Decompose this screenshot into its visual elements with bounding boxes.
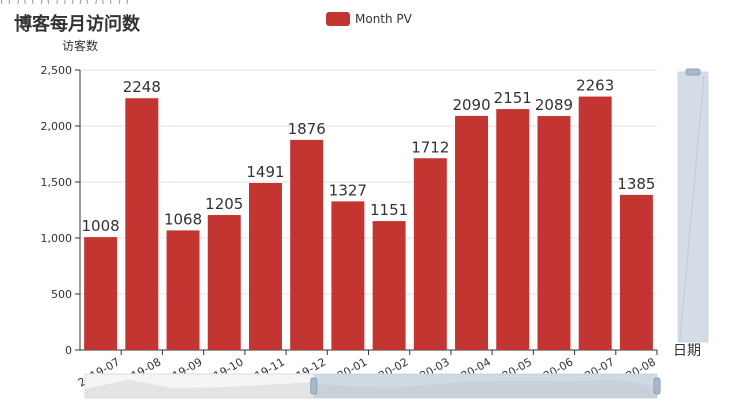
bar	[455, 115, 489, 350]
bar-value-label: 2151	[494, 89, 532, 107]
y-zoom-handle[interactable]	[685, 68, 701, 76]
bar-value-label: 2248	[123, 78, 161, 96]
legend-label: Month PV	[355, 12, 412, 26]
bar	[537, 116, 571, 350]
chart-title: 博客每月访问数	[14, 14, 140, 35]
bar-value-label: 1385	[617, 175, 655, 193]
bar-value-label: 1876	[288, 120, 326, 138]
bar	[166, 230, 200, 350]
y-zoom-preview	[679, 75, 705, 341]
bar	[290, 139, 324, 350]
y-tick-label: 1,000	[41, 232, 73, 245]
y-tick-label: 1,500	[41, 176, 73, 189]
bar	[331, 201, 365, 350]
bar	[413, 158, 447, 350]
x-zoom-handle[interactable]	[653, 377, 661, 395]
bar-value-label: 1327	[329, 181, 367, 199]
cropped-top-text: ( ( ) ( ( ) ( ) ) ) ) ( ) ( ( ) )	[0, 0, 743, 4]
x-zoom-handle[interactable]	[310, 377, 318, 395]
y-tick-label: 2,000	[41, 120, 73, 133]
bar	[248, 183, 282, 350]
bar	[84, 237, 118, 350]
bar	[578, 96, 612, 350]
bar-value-label: 1008	[82, 217, 120, 235]
x-axis-label: 日期	[673, 343, 701, 359]
bar-value-label: 1712	[411, 138, 449, 156]
y-zoom-selection[interactable]	[678, 72, 708, 342]
bar	[372, 221, 406, 350]
x-zoom-preview	[85, 379, 657, 398]
bar-value-label: 2263	[576, 77, 614, 95]
bar-value-label: 1205	[205, 195, 243, 213]
legend-swatch	[326, 12, 350, 26]
y-axis-label: 访客数	[62, 38, 98, 53]
x-zoom-selection[interactable]	[313, 374, 657, 398]
y-zoom-track	[677, 71, 709, 343]
bar	[619, 194, 653, 350]
legend[interactable]: Month PV	[326, 12, 412, 26]
bar-value-label: 2090	[452, 96, 490, 114]
y-tick-label: 0	[65, 344, 72, 357]
bar	[207, 215, 241, 350]
bar	[496, 109, 530, 350]
bar-value-label: 1491	[246, 163, 284, 181]
bar-value-label: 2089	[535, 96, 573, 114]
bar-value-label: 1151	[370, 201, 408, 219]
y-tick-label: 2,500	[41, 64, 73, 77]
bar	[125, 98, 159, 350]
y-tick-label: 500	[51, 288, 72, 301]
bar-value-label: 1068	[164, 210, 202, 228]
